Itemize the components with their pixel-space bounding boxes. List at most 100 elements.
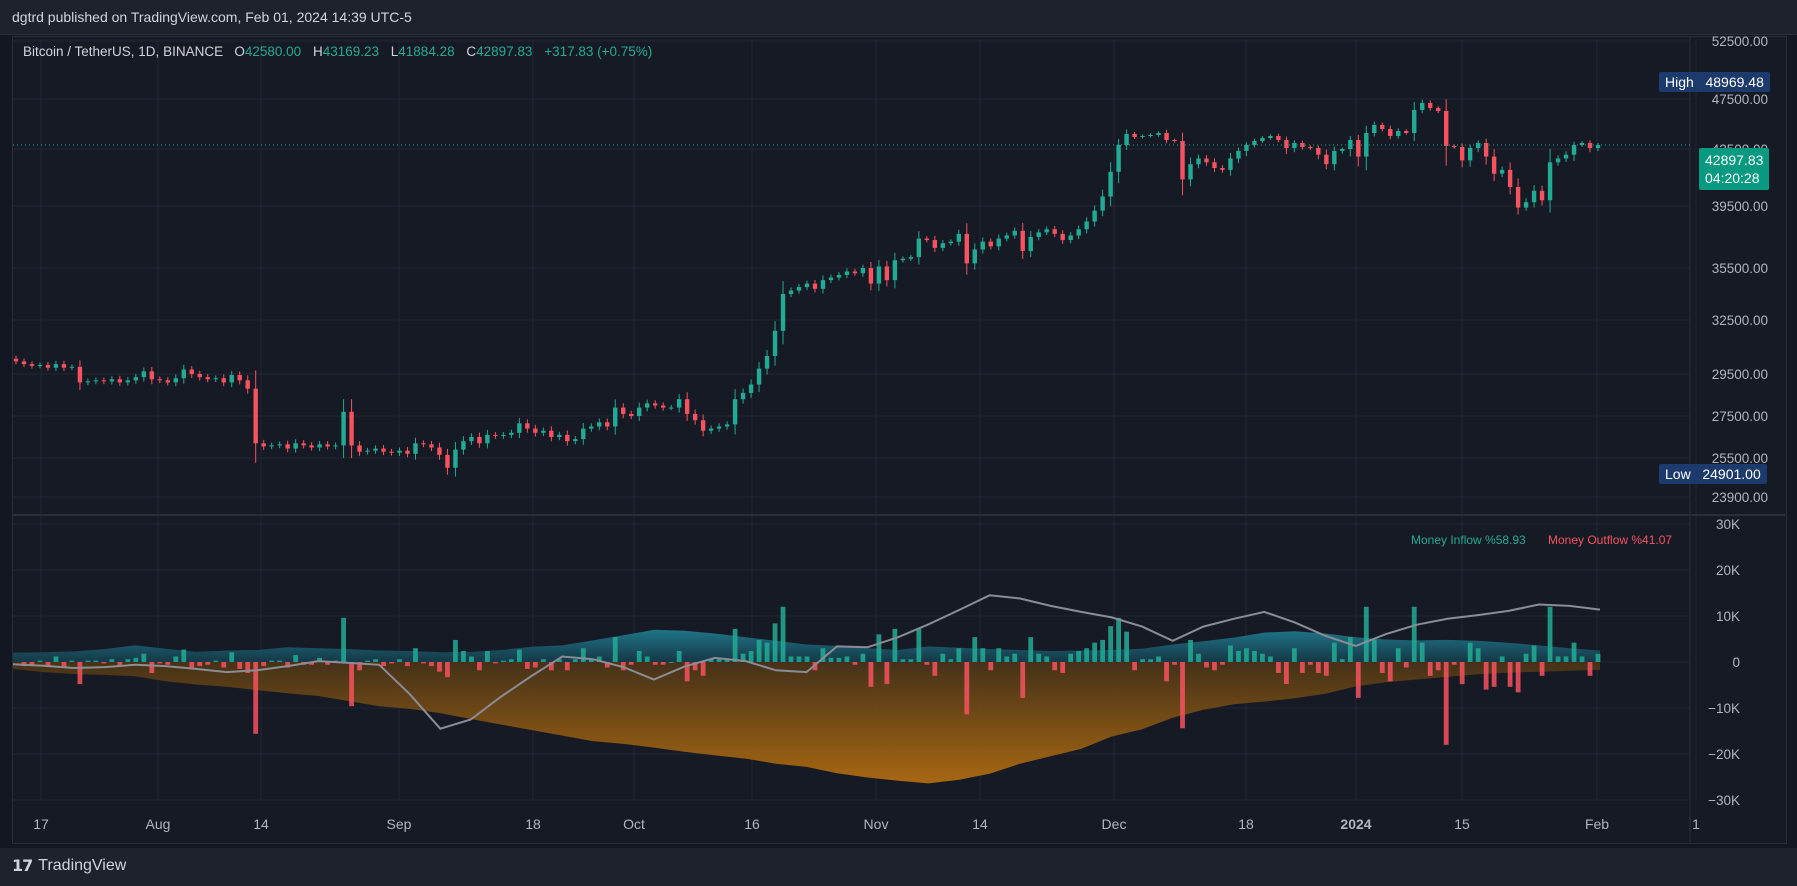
flow-histogram-bar — [1236, 650, 1241, 662]
open-value: 42580.00 — [244, 44, 302, 59]
publish-bar: dgtrd published on TradingView.com, Feb … — [0, 0, 1797, 35]
flow-tick-label: 10K — [1716, 609, 1740, 624]
candle-body — [229, 375, 234, 383]
symbol-title[interactable]: Bitcoin / TetherUS, 1D, BINANCE — [23, 44, 224, 59]
flow-histogram-bar — [1204, 662, 1209, 668]
candle-body — [45, 365, 51, 368]
candle-body — [557, 434, 562, 437]
candle-body — [629, 413, 634, 416]
flow-histogram-bar — [53, 656, 59, 662]
flow-histogram-bar — [85, 660, 91, 662]
candle-body — [1340, 149, 1345, 151]
candle-body — [109, 379, 115, 382]
flow-histogram-bar — [860, 653, 866, 662]
candle-body — [716, 426, 722, 429]
candle-body — [165, 380, 171, 383]
candle-body — [1052, 229, 1057, 234]
flow-histogram-bar — [173, 656, 179, 662]
flow-histogram-bar — [229, 652, 235, 662]
candle-body — [1587, 143, 1593, 148]
flow-histogram-bar — [1076, 650, 1082, 662]
flow-histogram-bar — [29, 662, 35, 665]
flow-histogram-bar — [1220, 662, 1225, 665]
candle-body — [1507, 169, 1513, 187]
flow-histogram-bar — [636, 650, 642, 662]
flow-histogram-bar — [604, 662, 610, 668]
flow-histogram-bar — [1363, 606, 1369, 662]
candle-body — [916, 238, 922, 258]
candle-body — [780, 294, 786, 331]
candle-body — [1547, 162, 1553, 201]
candle-body — [101, 380, 107, 382]
candle-body — [445, 454, 450, 468]
flow-histogram-bar — [109, 659, 115, 662]
flow-histogram-bar — [748, 650, 754, 662]
candle-body — [660, 405, 666, 408]
candle-body — [157, 379, 163, 381]
flow-histogram-bar — [980, 648, 986, 662]
candle-body — [293, 443, 298, 449]
flow-histogram-bar — [1148, 659, 1153, 662]
candle-body — [1396, 131, 1401, 136]
candle-body — [341, 411, 346, 446]
candle-body — [988, 241, 993, 247]
flow-histogram-bar — [61, 662, 67, 668]
flow-histogram-bar — [381, 662, 386, 667]
high-tag-value: 48969.48 — [1705, 74, 1764, 90]
flow-histogram-bar — [1276, 662, 1281, 674]
flow-histogram-bar — [453, 639, 458, 662]
flow-histogram-bar — [261, 662, 267, 667]
publish-info: dgtrd published on TradingView.com, Feb … — [12, 9, 412, 25]
flow-histogram-bar — [133, 657, 139, 662]
flow-histogram-bar — [1579, 656, 1585, 662]
flow-histogram-bar — [668, 662, 674, 663]
candle-body — [573, 439, 578, 442]
candle-body — [581, 428, 586, 440]
tv-logo-text: TradingView — [38, 857, 127, 874]
candle-body — [1252, 141, 1257, 145]
countdown-value: 04:20:28 — [1705, 170, 1760, 186]
flow-histogram-bar — [1539, 662, 1545, 676]
candle-body — [205, 377, 210, 380]
tradingview-logo[interactable]: 𝟭𝟳 TradingView — [12, 856, 126, 876]
flow-histogram-bar — [868, 662, 874, 687]
candle-body — [868, 268, 874, 284]
high-tag-label: High — [1665, 74, 1694, 90]
candle-body — [924, 238, 930, 241]
time-tick-label: 15 — [1454, 816, 1470, 832]
low-value: 41884.28 — [398, 44, 455, 59]
candle-body — [525, 423, 530, 429]
money-outflow-legend: Money Outflow %41.07 — [1548, 533, 1673, 547]
candle-body — [429, 444, 434, 448]
flow-histogram-bar — [1156, 656, 1161, 662]
flow-histogram-bar — [405, 662, 410, 667]
candle-body — [892, 260, 898, 281]
candle-body — [1044, 229, 1049, 233]
candle-body — [668, 407, 674, 409]
flow-histogram-bar — [253, 662, 259, 734]
flow-histogram-bar — [245, 662, 251, 674]
candle-body — [325, 444, 330, 447]
flow-histogram-bar — [804, 656, 810, 662]
flow-histogram-bar — [189, 662, 195, 669]
candle-body — [1388, 129, 1393, 136]
candle-body — [333, 445, 338, 447]
flow-histogram-bar — [1188, 639, 1193, 662]
candle-body — [1076, 229, 1081, 236]
flow-histogram-bar — [1228, 645, 1233, 662]
flow-histogram-bar — [1108, 626, 1114, 662]
candle-body — [1036, 232, 1041, 237]
flow-histogram-bar — [365, 660, 370, 662]
candle-body — [1188, 164, 1193, 180]
time-tick-label: Sep — [387, 816, 412, 832]
flow-histogram-bar — [1299, 662, 1305, 674]
flow-histogram-bar — [341, 617, 346, 662]
candle-body — [788, 290, 794, 294]
candle-body — [676, 399, 682, 408]
candle-body — [908, 257, 914, 259]
candle-body — [397, 450, 402, 453]
flow-histogram-bar — [652, 662, 658, 665]
candle-body — [461, 441, 466, 450]
flow-histogram-bar — [1028, 637, 1034, 662]
